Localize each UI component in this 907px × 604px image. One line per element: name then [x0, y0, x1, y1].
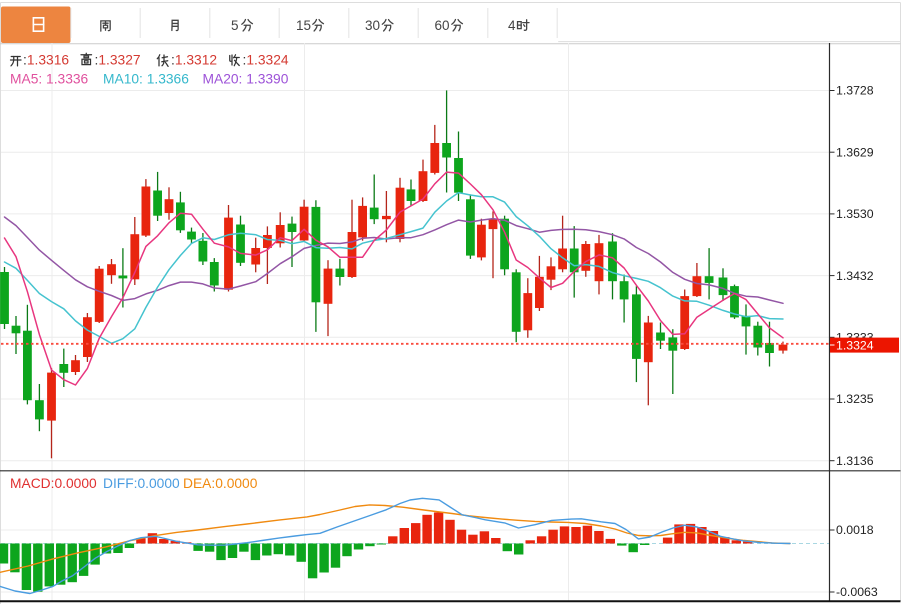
svg-text:60: 60 [435, 18, 450, 33]
svg-text:1.3629: 1.3629 [836, 145, 874, 159]
svg-text:1.3324: 1.3324 [836, 339, 874, 353]
svg-text:MA5: 1.3336: MA5: 1.3336 [10, 72, 89, 87]
svg-text:1.3432: 1.3432 [836, 269, 874, 283]
svg-text:1.3136: 1.3136 [836, 454, 874, 468]
svg-text:5: 5 [231, 18, 239, 33]
svg-text:1.3530: 1.3530 [836, 207, 874, 221]
svg-text:15: 15 [296, 18, 311, 33]
svg-text::1.3327: :1.3327 [95, 53, 141, 68]
svg-text:1.3235: 1.3235 [836, 392, 874, 406]
svg-text::1.3316: :1.3316 [23, 53, 69, 68]
svg-text:0.0018: 0.0018 [836, 523, 874, 537]
svg-text::1.3312: :1.3312 [171, 53, 217, 68]
svg-text:-0.0063: -0.0063 [836, 585, 878, 599]
svg-text:MA20: 1.3390: MA20: 1.3390 [203, 72, 289, 87]
svg-text:MACD:0.0000: MACD:0.0000 [10, 476, 97, 491]
svg-text:30: 30 [365, 18, 380, 33]
svg-text:DEA:0.0000: DEA:0.0000 [183, 476, 258, 491]
svg-text::1.3324: :1.3324 [243, 53, 289, 68]
svg-text:DIFF:0.0000: DIFF:0.0000 [103, 476, 180, 491]
svg-text:MA10: 1.3366: MA10: 1.3366 [103, 72, 189, 87]
svg-text:4: 4 [508, 18, 516, 33]
svg-text:1.3728: 1.3728 [836, 84, 874, 98]
